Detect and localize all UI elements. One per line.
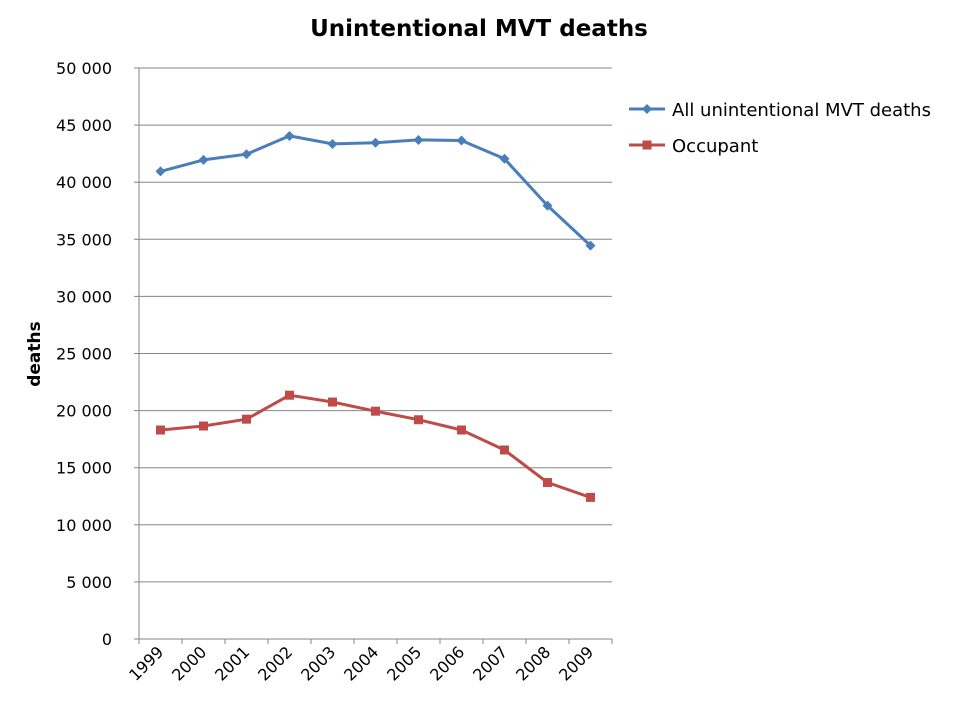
x-tick-label: 2007 xyxy=(469,642,511,684)
data-point xyxy=(199,421,208,431)
y-tick-label: 25 000 xyxy=(56,345,112,364)
data-point xyxy=(285,390,294,400)
data-point xyxy=(327,138,338,149)
data-point xyxy=(155,166,166,177)
y-tick-label: 30 000 xyxy=(56,287,112,306)
x-tick-label: 2004 xyxy=(340,642,382,684)
y-tick-label: 5 000 xyxy=(66,573,112,592)
x-tick-label: 2003 xyxy=(297,642,339,684)
x-tick-label: 2005 xyxy=(383,642,425,684)
data-point xyxy=(242,414,251,424)
data-point xyxy=(456,135,467,146)
legend: All unintentional MVT deaths Occupant xyxy=(629,100,931,157)
series-line-1 xyxy=(160,134,592,247)
chart-title: Unintentional MVT deaths xyxy=(310,16,648,42)
series-lines xyxy=(155,130,596,502)
data-point xyxy=(585,240,596,251)
y-tick-label: 40 000 xyxy=(56,173,112,192)
data-point xyxy=(413,134,424,145)
data-point xyxy=(156,425,165,435)
axes xyxy=(138,68,612,640)
y-axis-label: deaths xyxy=(25,321,45,387)
data-point xyxy=(370,137,381,148)
data-point xyxy=(328,397,337,407)
x-tick-label: 2002 xyxy=(254,642,296,684)
x-tick-label: 2000 xyxy=(168,642,210,684)
y-tick-label: 10 000 xyxy=(56,516,112,535)
data-point xyxy=(284,130,295,141)
data-point xyxy=(457,425,466,435)
x-tick-label: 1999 xyxy=(125,642,167,684)
x-tick-label: 2008 xyxy=(512,642,554,684)
x-tick-label: 2001 xyxy=(211,642,253,684)
data-point xyxy=(543,478,552,488)
y-tick-label: 0 xyxy=(102,630,112,649)
x-tick-label: 2006 xyxy=(426,642,468,684)
legend-label: Occupant xyxy=(672,136,758,157)
y-tick-label: 50 000 xyxy=(56,59,112,78)
data-point xyxy=(586,492,595,502)
y-tick-label: 45 000 xyxy=(56,116,112,135)
y-axis-ticks: 0 5 000 10 000 15 000 20 000 25 000 30 000 35 0… xyxy=(56,59,139,649)
data-point xyxy=(371,406,380,416)
gridlines xyxy=(139,67,612,583)
data-point xyxy=(499,153,510,164)
y-tick-label: 20 000 xyxy=(56,402,112,421)
data-point xyxy=(241,149,252,160)
y-tick-label: 15 000 xyxy=(56,459,112,478)
legend-label: All unintentional MVT deaths xyxy=(672,100,931,121)
data-point xyxy=(542,200,553,211)
x-axis-ticks: 1999 2000 2001 2002 2003 2004 2005 2006 2007 2008… xyxy=(125,639,613,685)
legend-marker xyxy=(642,140,652,150)
legend-marker xyxy=(642,104,652,114)
data-point xyxy=(414,415,423,425)
y-tick-label: 35 000 xyxy=(56,230,112,249)
x-tick-label: 2009 xyxy=(555,642,597,684)
data-point xyxy=(500,445,509,455)
data-point xyxy=(198,154,209,165)
